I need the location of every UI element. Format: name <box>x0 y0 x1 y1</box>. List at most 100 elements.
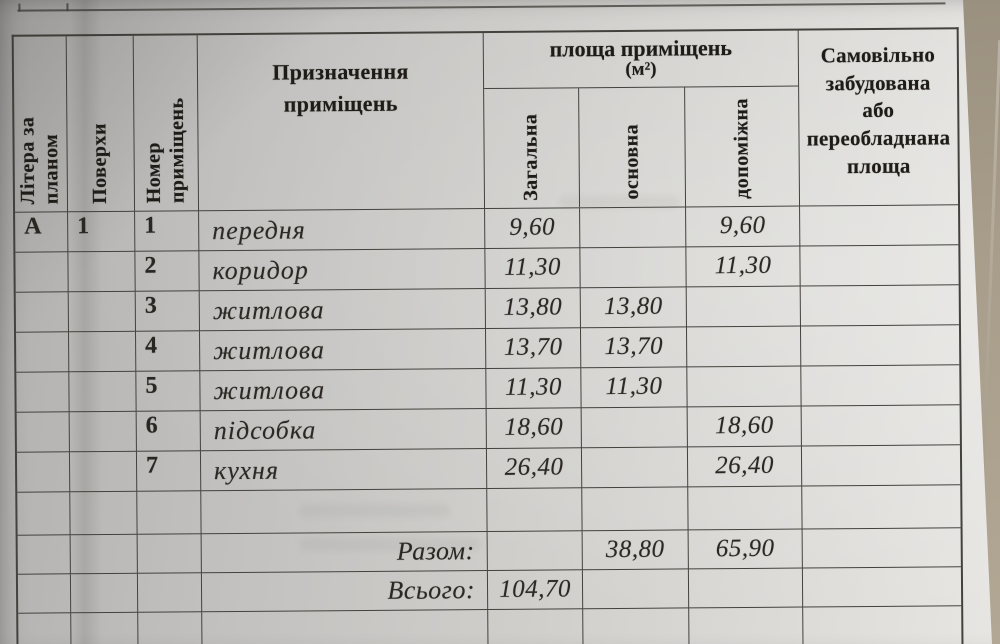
cell-floor <box>69 451 138 493</box>
cell-area-main: 11,30 <box>581 367 688 409</box>
header-area-group: площа приміщень (м²) Загальна основна до… <box>483 30 801 210</box>
cell-designation: житлова <box>200 369 487 412</box>
ink-bleed-smudge <box>560 196 680 208</box>
cell-unauthorized <box>801 405 960 447</box>
cut-off-column-line <box>18 3 21 12</box>
cell-number: 3 <box>135 291 201 332</box>
cell-number: 2 <box>135 251 200 292</box>
empty-cell <box>201 489 488 535</box>
header-unauthorized: Самовільно забудована або переобладнана … <box>798 29 959 207</box>
empty-cell <box>17 574 72 614</box>
table-sheet: Літера за планом Поверхи Номер приміщень… <box>11 0 964 644</box>
cell-floor <box>69 331 137 373</box>
header-letter: Літера за планом <box>13 36 69 213</box>
cell-area-total: 13,70 <box>485 328 582 370</box>
vsogo-area-main <box>582 569 690 610</box>
header-area-aux-label: допоміжна <box>729 97 753 200</box>
cell-floor <box>69 371 137 413</box>
cell-unauthorized <box>800 205 959 247</box>
cut-off-row-line <box>17 2 946 12</box>
cell-letter: А <box>15 212 69 253</box>
header-area-total-label: Загальна <box>519 113 543 201</box>
cell-letter <box>16 412 70 453</box>
cell-designation: житлова <box>200 329 487 372</box>
cell-area-main: 13,70 <box>580 327 688 369</box>
header-room-number-label: Номер приміщень <box>142 97 189 204</box>
cell-area-aux <box>687 366 802 408</box>
empty-cell <box>802 567 962 608</box>
rooms-area-table: Літера за планом Поверхи Номер приміщень… <box>11 27 964 644</box>
area-group-title-text: площа приміщень <box>549 35 733 62</box>
empty-cell <box>70 573 139 614</box>
cell-area-total: 11,30 <box>485 248 581 290</box>
empty-cell <box>583 608 690 644</box>
razom-area-main: 38,80 <box>582 530 689 571</box>
ink-bleed-smudge <box>300 504 450 517</box>
cell-floor <box>68 291 137 333</box>
empty-cell <box>688 486 803 531</box>
empty-cell <box>802 528 961 569</box>
cell-area-aux: 26,40 <box>687 446 803 488</box>
cell-area-main <box>580 247 687 289</box>
cell-number: 4 <box>136 331 201 372</box>
cell-area-main <box>581 447 689 489</box>
cell-area-aux: 11,30 <box>686 246 801 288</box>
empty-cell <box>70 491 138 536</box>
cell-letter <box>16 372 70 413</box>
cell-floor: 1 <box>68 211 136 253</box>
razom-area-total <box>487 531 583 572</box>
cell-letter <box>15 252 69 293</box>
razom-area-aux: 65,90 <box>688 529 803 570</box>
empty-cell <box>487 488 583 533</box>
empty-cell <box>582 487 689 532</box>
empty-cell <box>803 606 961 644</box>
header-room-number: Номер приміщень <box>133 35 200 212</box>
empty-cell <box>71 612 139 644</box>
empty-cell <box>17 492 71 536</box>
cell-floor <box>69 411 137 453</box>
cell-letter <box>16 452 71 493</box>
cell-area-main: 13,80 <box>580 287 687 329</box>
cell-area-total: 26,40 <box>486 448 583 490</box>
empty-cell <box>488 609 584 644</box>
cell-area-aux <box>686 286 801 328</box>
empty-cell <box>70 534 138 575</box>
cell-area-main <box>580 207 687 249</box>
header-area-aux: допоміжна <box>685 87 799 207</box>
cell-area-aux: 9,60 <box>686 206 801 248</box>
cut-off-column-line <box>66 3 69 12</box>
cell-designation: передня <box>199 209 486 252</box>
header-area-group-title: площа приміщень (м²) <box>483 30 799 90</box>
empty-cell <box>802 485 961 530</box>
cell-letter <box>15 292 70 333</box>
header-floors-label: Поверхи <box>88 123 112 205</box>
cell-designation: житлова <box>199 289 486 332</box>
ink-bleed-smudge <box>300 538 480 551</box>
area-group-unit-text: (м²) <box>625 59 657 81</box>
cell-unauthorized <box>800 325 960 367</box>
cell-area-total: 13,80 <box>485 288 581 330</box>
cell-unauthorized <box>801 445 961 487</box>
cell-letter <box>16 332 70 373</box>
header-floors: Поверхи <box>66 35 136 213</box>
empty-cell <box>202 610 489 644</box>
vsogo-area-total: 104,70 <box>487 570 584 611</box>
header-area-main-label: основна <box>620 124 643 200</box>
empty-cell <box>17 535 71 575</box>
cell-area-total: 9,60 <box>485 208 581 250</box>
cell-unauthorized <box>800 285 959 327</box>
cell-designation: коридор <box>199 249 486 292</box>
cell-area-total: 11,30 <box>486 368 582 410</box>
header-letter-label: Літера за планом <box>16 116 63 205</box>
cell-area-main <box>581 407 688 449</box>
cell-floor <box>68 251 136 293</box>
cell-number: 1 <box>135 211 200 252</box>
cell-area-aux: 18,60 <box>687 406 802 448</box>
cell-area-total: 18,60 <box>486 408 582 450</box>
cell-number: 6 <box>136 411 201 452</box>
cell-number: 5 <box>136 371 201 412</box>
vsogo-label: Всього: <box>201 571 489 613</box>
cell-number: 7 <box>136 451 202 492</box>
empty-cell <box>689 607 804 644</box>
